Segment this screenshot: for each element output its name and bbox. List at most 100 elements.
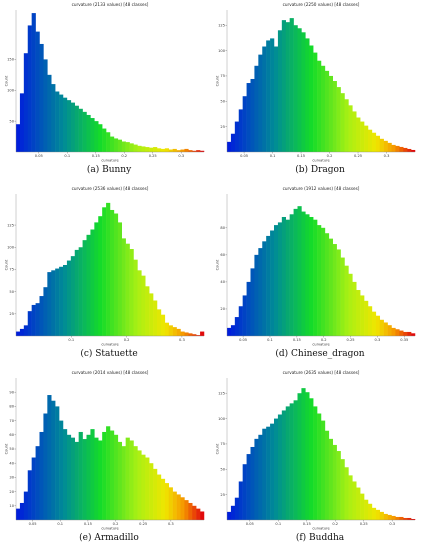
histogram-bar-bunny [149,147,154,152]
histogram-bar-dragon [293,25,298,152]
x-tick-label-chinese-dragon: 0.05 [239,338,247,342]
y-tick-label-chinese-dragon: 20 [220,307,225,311]
histogram-bar-statuette [196,335,201,336]
histogram-bar-statuette [106,202,111,337]
histogram-bar-armadillo [43,413,48,520]
y-axis-label-armadillo: Count [5,443,9,454]
histogram-bar-buddha [281,410,286,520]
histogram-bar-chinese-dragon [242,295,247,336]
histogram-bar-dragon [348,105,353,152]
histogram-bar-chinese-dragon [270,230,275,336]
histogram-bar-bunny [90,118,95,152]
histogram-bar-buddha [391,515,396,520]
histogram-bar-armadillo [168,487,173,520]
histogram-bar-armadillo [16,508,21,520]
histogram-bar-dragon [242,96,247,152]
histogram-bar-dragon [277,30,283,152]
histogram-bar-armadillo [176,494,181,520]
histogram-bar-statuette [94,222,99,336]
histogram-bar-armadillo [35,446,40,520]
histogram-bar-armadillo [160,478,166,520]
histogram-bar-dragon [250,78,255,152]
histogram-bar-statuette [66,260,72,336]
histogram-bar-armadillo [137,450,142,520]
histogram-bar-dragon [391,144,396,152]
histogram-bar-armadillo [110,430,115,520]
histogram-bar-dragon [344,99,349,152]
histogram-bar-armadillo [129,440,134,520]
histogram-bar-chinese-dragon [407,331,412,336]
x-axis-label-chinese-dragon: curvature [312,343,330,347]
histogram-bar-armadillo [149,463,154,520]
histogram-bar-bunny [70,102,75,152]
histogram-bar-buddha [238,481,243,520]
x-tick-label-armadillo: 0.1 [57,522,63,526]
histogram-bar-bunny [196,150,201,152]
histogram-bar-bunny [74,105,79,152]
x-tick-label-bunny: 0.3 [178,154,184,158]
histogram-bar-statuette [23,325,28,336]
histogram-bar-statuette [51,270,56,336]
histogram-bar-dragon [324,70,330,152]
histogram-bar-chinese-dragon [387,325,392,336]
histogram-bar-bunny [86,114,91,152]
histogram-bar-armadillo [19,502,25,520]
y-tick-label-dragon: 100 [218,49,226,53]
histogram-bar-bunny [110,136,115,152]
histogram-bar-chinese-dragon [403,331,408,336]
chart-title-bunny: curvature (2133 values) [48 classes] [72,2,149,7]
histogram-bar-dragon [305,38,310,152]
histogram-bar-chinese-dragon [336,249,341,336]
x-tick-label-bunny: 0.2 [121,154,127,158]
histogram-bar-buddha [285,406,290,520]
x-axis-label-bunny: curvature [101,159,119,163]
histogram-bar-armadillo [63,429,68,520]
histogram-bar-statuette [43,287,48,336]
histogram-bar-statuette [149,293,154,336]
histogram-bar-chinese-dragon [285,219,290,336]
histogram-bar-bunny [184,148,189,152]
x-tick-label-bunny: 0.25 [149,154,157,158]
x-tick-label-statuette: 0.1 [68,338,74,342]
histogram-bar-dragon [332,81,337,152]
histogram-bar-buddha [360,493,365,520]
histogram-bar-statuette [145,286,150,336]
histogram-bar-chinese-dragon [258,248,263,336]
histogram-bar-chinese-dragon [391,327,396,336]
histogram-bar-bunny [141,146,146,152]
x-tick-label-buddha: 0.05 [246,522,254,526]
histogram-bar-bunny [55,91,60,152]
histogram-chart-statuette: curvature (2536 values) [48 classes] 25 50… [5,186,205,347]
histogram-bar-bunny [176,150,181,152]
histogram-bar-dragon [234,121,239,152]
histogram-bar-buddha [227,511,232,520]
x-tick-label-armadillo: 0.2 [113,522,119,526]
histogram-bar-buddha [411,518,416,520]
histogram-bar-dragon [399,146,404,152]
y-tick-label-dragon: 125 [218,23,225,27]
histogram-bar-statuette [110,209,115,336]
histogram-bar-chinese-dragon [309,216,314,336]
histogram-bar-statuette [63,265,68,336]
histogram-bar-dragon [254,65,259,152]
histogram-bar-armadillo [192,505,197,520]
histogram-bar-chinese-dragon [368,306,373,336]
caption-bunny: (a) Bunny [86,165,132,175]
histogram-bar-armadillo [180,497,185,520]
histogram-bar-armadillo [196,508,201,520]
y-tick-label-armadillo: 70 [9,419,14,423]
x-tick-label-armadillo: 0.15 [84,522,92,526]
histogram-bar-armadillo [39,431,44,520]
histogram-bar-statuette [129,249,134,336]
histogram-bar-chinese-dragon [301,211,306,336]
histogram-bar-armadillo [117,441,122,520]
y-tick-label-buddha: 50 [220,467,225,471]
histogram-bar-chinese-dragon [395,329,400,336]
histogram-bar-statuette [141,275,146,336]
histogram-bar-dragon [387,142,392,152]
histogram-bar-buddha [356,487,361,520]
x-tick-label-chinese-dragon: 0.2 [321,338,327,342]
histogram-bar-dragon [297,28,302,152]
y-tick-label-statuette: 125 [7,223,14,227]
histogram-bar-dragon [285,22,290,153]
